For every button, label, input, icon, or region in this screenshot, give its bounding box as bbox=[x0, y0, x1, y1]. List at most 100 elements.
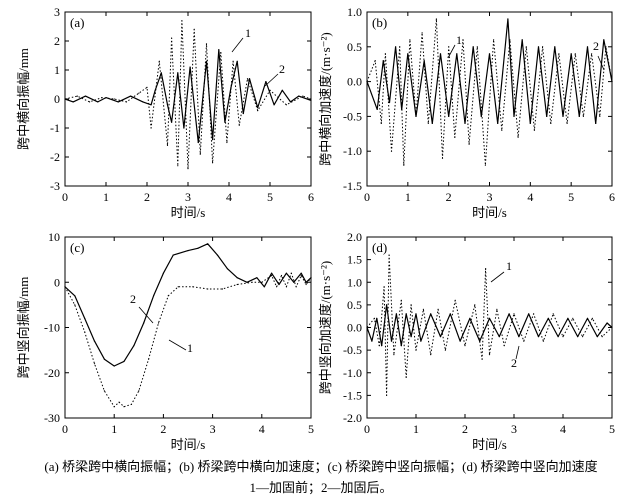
data-point-series-2 bbox=[430, 313, 432, 315]
data-point-series-2 bbox=[310, 99, 312, 101]
data-point-series-2 bbox=[142, 101, 144, 103]
data-point-series-2 bbox=[480, 115, 482, 117]
y-tick-label: 1 bbox=[54, 63, 60, 77]
data-point-series-1 bbox=[300, 274, 302, 277]
data-point-series-1 bbox=[542, 340, 545, 342]
data-point-series-2 bbox=[448, 115, 450, 117]
data-point-series-2 bbox=[449, 313, 451, 315]
data-point-series-2 bbox=[513, 115, 515, 117]
data-point-series-2 bbox=[226, 268, 228, 270]
annotation-leader-2 bbox=[597, 55, 605, 71]
data-point-series-2 bbox=[577, 336, 579, 338]
data-point-series-2 bbox=[386, 304, 388, 306]
plot-frame bbox=[366, 11, 613, 187]
chart-panel-3: 0 1 2 3 4 5 -30 -20 -10 0 10 时间/s 跨中竖向振幅/mm (c) 1 2 bbox=[16, 230, 314, 452]
data-point-series-2 bbox=[189, 66, 191, 68]
y-tick-label: 1.0 bbox=[347, 5, 362, 19]
data-point-series-2 bbox=[596, 336, 598, 338]
data-point-series-1 bbox=[177, 165, 179, 167]
data-point-series-1 bbox=[74, 304, 76, 306]
annotation-label-2: 2 bbox=[511, 356, 517, 370]
data-point-series-2 bbox=[310, 277, 312, 279]
data-point-series-2 bbox=[305, 281, 307, 283]
y-tick-label: 0.0 bbox=[347, 75, 362, 89]
data-point-series-2 bbox=[172, 254, 174, 256]
data-point-series-2 bbox=[64, 98, 66, 100]
data-point-series-2 bbox=[456, 53, 458, 55]
data-point-series-2 bbox=[586, 46, 589, 48]
data-point-series-2 bbox=[395, 313, 397, 315]
annotation-label-2: 2 bbox=[279, 62, 285, 76]
data-point-series-2 bbox=[84, 95, 87, 97]
x-tick-label: 3 bbox=[210, 422, 216, 436]
data-point-series-1 bbox=[533, 313, 535, 315]
data-point-series-2 bbox=[187, 250, 189, 252]
annotation-label-1: 1 bbox=[187, 341, 193, 355]
data-point-series-2 bbox=[547, 317, 549, 319]
data-point-series-1 bbox=[167, 295, 169, 297]
data-point-series-2 bbox=[218, 49, 220, 51]
data-point-series-1 bbox=[305, 283, 307, 286]
y-tick-label: 2.0 bbox=[347, 230, 362, 244]
data-point-series-2 bbox=[93, 340, 96, 342]
data-point-series-1 bbox=[400, 299, 402, 301]
y-tick-label: -20 bbox=[44, 366, 60, 380]
data-point-series-1 bbox=[484, 164, 486, 166]
data-point-series-1 bbox=[409, 39, 411, 41]
data-point-series-2 bbox=[570, 53, 572, 55]
data-point-series-2 bbox=[74, 295, 76, 297]
data-point-series-2 bbox=[521, 39, 523, 41]
series-line-1 bbox=[64, 20, 312, 170]
y-tick-label: 0.5 bbox=[347, 298, 362, 312]
data-point-series-1 bbox=[199, 153, 201, 155]
y-tick-label: 3 bbox=[54, 5, 60, 19]
data-point-series-2 bbox=[439, 336, 442, 338]
x-tick-label: 1 bbox=[405, 190, 411, 204]
series-line-2 bbox=[366, 304, 613, 347]
data-point-series-1 bbox=[221, 288, 223, 290]
data-point-series-2 bbox=[507, 18, 509, 20]
data-point-series-2 bbox=[603, 39, 605, 41]
data-point-series-1 bbox=[430, 354, 432, 356]
x-tick-label: 1 bbox=[413, 422, 419, 436]
data-point-series-2 bbox=[586, 317, 589, 319]
data-point-series-1 bbox=[158, 60, 160, 62]
x-tick-label: 0 bbox=[62, 422, 68, 436]
data-point-series-2 bbox=[256, 277, 258, 279]
data-point-series-1 bbox=[212, 162, 214, 164]
data-point-series-2 bbox=[278, 283, 280, 286]
x-tick-label: 0 bbox=[364, 190, 370, 204]
data-point-series-2 bbox=[133, 345, 135, 347]
data-point-series-1 bbox=[374, 60, 376, 62]
figure-caption-panels: (a) 桥梁跨中横向振幅；(b) 桥梁跨中横向加速度；(c) 桥梁跨中竖向振幅；… bbox=[44, 459, 598, 474]
data-point-series-2 bbox=[529, 122, 531, 124]
data-point-series-2 bbox=[562, 115, 564, 117]
data-point-series-1 bbox=[84, 331, 86, 333]
data-point-series-1 bbox=[246, 78, 249, 80]
y-tick-label: -1.0 bbox=[343, 144, 362, 158]
data-point-series-1 bbox=[257, 110, 259, 112]
data-point-series-1 bbox=[444, 349, 446, 351]
data-point-series-1 bbox=[488, 354, 491, 356]
data-point-series-1 bbox=[454, 299, 456, 301]
data-point-series-2 bbox=[171, 121, 173, 123]
y-tick-label: -1 bbox=[50, 121, 60, 135]
data-point-series-2 bbox=[557, 336, 559, 338]
data-point-series-2 bbox=[537, 46, 540, 48]
data-point-series-2 bbox=[271, 272, 273, 274]
data-point-series-2 bbox=[143, 322, 145, 324]
data-point-series-1 bbox=[130, 403, 132, 405]
data-point-series-2 bbox=[257, 107, 259, 109]
data-point-series-1 bbox=[464, 345, 466, 347]
data-point-series-1 bbox=[599, 115, 601, 117]
data-point-series-1 bbox=[525, 46, 527, 48]
figure-caption-legend: 1—加固前；2—加固后。 bbox=[249, 480, 393, 495]
data-point-series-2 bbox=[246, 281, 248, 283]
data-point-series-1 bbox=[251, 281, 253, 283]
data-point-series-1 bbox=[427, 122, 429, 124]
data-point-series-2 bbox=[103, 358, 105, 360]
data-point-series-2 bbox=[84, 317, 86, 319]
data-point-series-2 bbox=[420, 340, 422, 342]
data-point-series-1 bbox=[310, 98, 312, 100]
